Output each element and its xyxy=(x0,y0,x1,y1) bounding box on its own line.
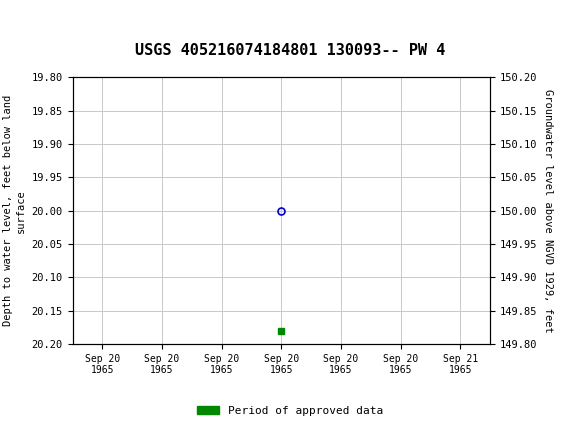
Text: USGS 405216074184801 130093-- PW 4: USGS 405216074184801 130093-- PW 4 xyxy=(135,43,445,58)
Y-axis label: Depth to water level, feet below land
surface: Depth to water level, feet below land su… xyxy=(3,95,26,326)
Y-axis label: Groundwater level above NGVD 1929, feet: Groundwater level above NGVD 1929, feet xyxy=(543,89,553,332)
Text: USGS: USGS xyxy=(60,11,107,30)
Legend: Period of approved data: Period of approved data xyxy=(193,401,387,420)
